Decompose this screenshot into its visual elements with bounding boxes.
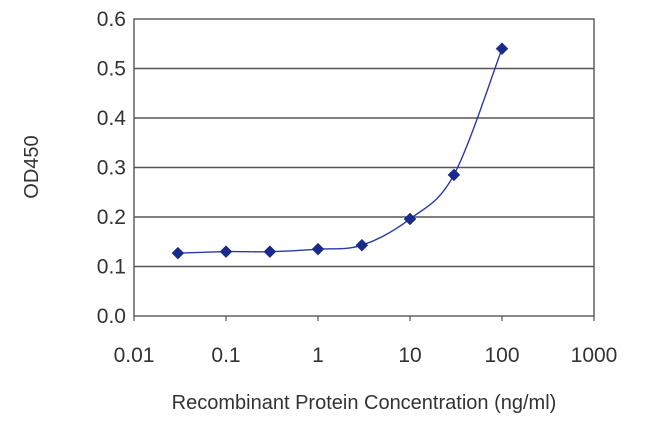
x-tick-label: 100 [484,344,519,367]
y-axis: 0.0 0.1 0.2 0.3 0.4 0.5 0.6 [97,8,127,328]
x-tick-label: 10 [398,344,421,367]
data-point [495,42,509,56]
data-point [447,168,461,182]
data-point [355,238,369,252]
data-point [263,245,277,259]
x-axis: 0.01 0.1 1 10 100 1000 [114,316,618,367]
data-point [171,246,185,260]
x-tick-label: 0.01 [114,344,155,367]
y-tick-label: 0.4 [97,107,127,130]
y-tick-label: 0.2 [97,206,126,229]
plot-area [133,18,595,317]
y-tick-label: 0.5 [97,58,126,81]
data-point [403,212,417,226]
series-line [177,48,503,254]
x-tick-label: 1 [312,344,324,367]
y-tick-label: 0.6 [97,8,126,31]
data-markers [171,42,509,260]
gridlines [134,67,594,268]
y-axis-title: OD450 [21,135,43,198]
y-tick-label: 0.1 [97,256,126,279]
x-tick-label: 1000 [571,344,618,367]
y-tick-label: 0.3 [97,157,126,180]
data-point [219,245,233,259]
x-tick-label: 0.1 [211,344,240,367]
x-axis-title: Recombinant Protein Concentration (ng/ml… [172,392,557,414]
y-tick-label: 0.0 [97,305,126,328]
data-point [311,242,325,256]
